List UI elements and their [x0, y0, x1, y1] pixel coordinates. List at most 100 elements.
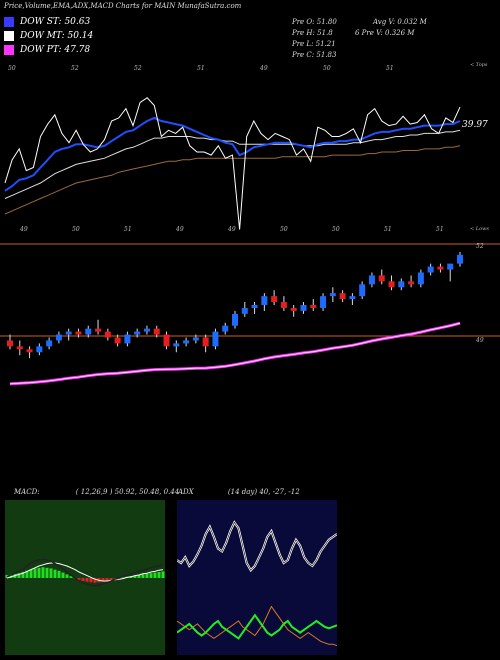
macd-histogram-bar: [157, 572, 161, 578]
candle-down: [388, 281, 395, 288]
candle-up: [398, 281, 405, 288]
legend-label-pt: DOW PT: 47.78: [20, 45, 91, 55]
adx-line-inner: [177, 521, 337, 571]
macd-chart: [5, 500, 165, 655]
macd-histogram-bar: [69, 576, 73, 578]
candle-up: [65, 331, 72, 335]
candle-up: [447, 263, 454, 270]
stat-pre-open: Pre O: 51.80: [292, 18, 337, 26]
candle-up: [241, 307, 248, 314]
macd-histogram-bar: [89, 578, 93, 583]
ema-long-inner-line: [9, 322, 461, 385]
adx-values: (14 day) 40, -27, -12: [227, 488, 300, 496]
macd-histogram-bar: [133, 575, 137, 578]
candle-down: [290, 307, 297, 311]
candle-up: [457, 254, 463, 264]
last-value-label: 39.97: [462, 120, 488, 130]
candle-up: [329, 293, 336, 297]
stat-pre-high: Pre H: 51.8: [292, 29, 333, 37]
candle-down: [7, 340, 13, 347]
volume-overlay-panel: 50 52 52 51 49 50 51 < Tops 49 50 51 49 49 50 50 51 51 < …: [0, 62, 500, 245]
candle-up: [212, 331, 219, 347]
macd-background: [5, 500, 165, 655]
candle-up: [368, 275, 375, 285]
candle-up: [359, 284, 366, 297]
candle-down: [75, 331, 82, 335]
macd-histogram-bar: [145, 573, 149, 578]
macd-histogram-bar: [61, 572, 65, 578]
macd-histogram-bar: [109, 578, 113, 580]
candle-up: [85, 328, 92, 335]
macd-histogram-bar: [17, 573, 21, 578]
candle-down: [280, 302, 287, 308]
candle-down: [202, 337, 209, 347]
candle-up: [55, 334, 62, 341]
legend-swatch-mt: [4, 31, 14, 41]
bottom-label: 49: [19, 226, 28, 233]
price-label-top: 52: [476, 243, 484, 250]
top-label: 52: [71, 65, 79, 72]
macd-histogram-bar: [137, 575, 141, 578]
macd-signal-line: [6, 562, 164, 582]
stat-pre-low: Pre L: 51.21: [292, 40, 336, 48]
macd-histogram-bar: [49, 568, 53, 578]
macd-histogram-bar: [29, 569, 33, 578]
candle-up: [427, 266, 434, 273]
legend-dow-st: DOW ST: 50.63: [4, 17, 90, 27]
bottom-label: 50: [280, 226, 288, 233]
candle-down: [153, 328, 160, 335]
bottom-label: 51: [124, 226, 132, 233]
bottom-right-label: < Lows: [470, 226, 489, 232]
adx-background: [177, 500, 337, 655]
top-label: 51: [386, 65, 394, 72]
stat-pre-volume: 6 Pre V: 0.326 M: [355, 29, 415, 37]
stat-pre-close: Pre C: 51.83: [292, 51, 337, 59]
macd-histogram-bar: [21, 572, 25, 578]
top-label: 52: [134, 65, 142, 72]
ema-mid-line: [4, 129, 461, 199]
candle-up: [183, 340, 190, 344]
macd-histogram-bar: [9, 574, 13, 578]
top-label: 50: [323, 65, 331, 72]
macd-histogram-bar: [45, 567, 49, 578]
candle-down: [163, 334, 170, 347]
legend-label-st: DOW ST: 50.63: [20, 17, 91, 27]
macd-title: MACD:: [14, 488, 40, 496]
macd-histogram-bar: [41, 567, 45, 578]
macd-histogram-bar: [153, 572, 157, 578]
legend-label-mt: DOW MT: 50.14: [20, 31, 94, 41]
candle-down: [408, 281, 415, 285]
candle-down: [378, 275, 385, 282]
macd-histogram-bar: [25, 570, 29, 578]
candle-down: [26, 349, 33, 353]
candle-up: [417, 272, 424, 285]
top-right-label: < Tops: [470, 62, 488, 68]
macd-histogram-bar: [37, 567, 41, 578]
candle-down: [95, 328, 102, 332]
adx-chart: [177, 500, 337, 655]
top-label: 51: [197, 65, 205, 72]
candle-up: [349, 296, 356, 300]
candle-up: [192, 337, 199, 341]
candle-down: [114, 337, 121, 344]
bottom-label: 49: [175, 226, 184, 233]
top-label: 50: [8, 65, 16, 72]
legend-swatch-st: [4, 17, 14, 27]
candle-down: [104, 331, 111, 338]
macd-histogram-bar: [81, 578, 85, 581]
candle-down: [310, 305, 317, 308]
legend-dow-pt: DOW PT: 47.78: [4, 45, 90, 55]
top-label: 49: [259, 65, 268, 72]
candle-down: [271, 296, 278, 303]
macd-histogram-bar: [105, 578, 109, 581]
bottom-label: 49: [227, 226, 236, 233]
macd-histogram-bar: [161, 571, 165, 578]
macd-line: [6, 558, 164, 587]
candle-up: [232, 313, 238, 326]
stat-avg-volume: Avg V: 0.032 M: [373, 18, 427, 26]
legend-swatch-pt: [4, 45, 14, 55]
page-title: Price,Volume,EMA,ADX,MACD Charts for MAI…: [4, 2, 242, 10]
adx-label: ADX (14 day) 40, -27, -12: [178, 488, 300, 496]
candle-down: [16, 346, 23, 350]
candle-up: [173, 343, 180, 347]
